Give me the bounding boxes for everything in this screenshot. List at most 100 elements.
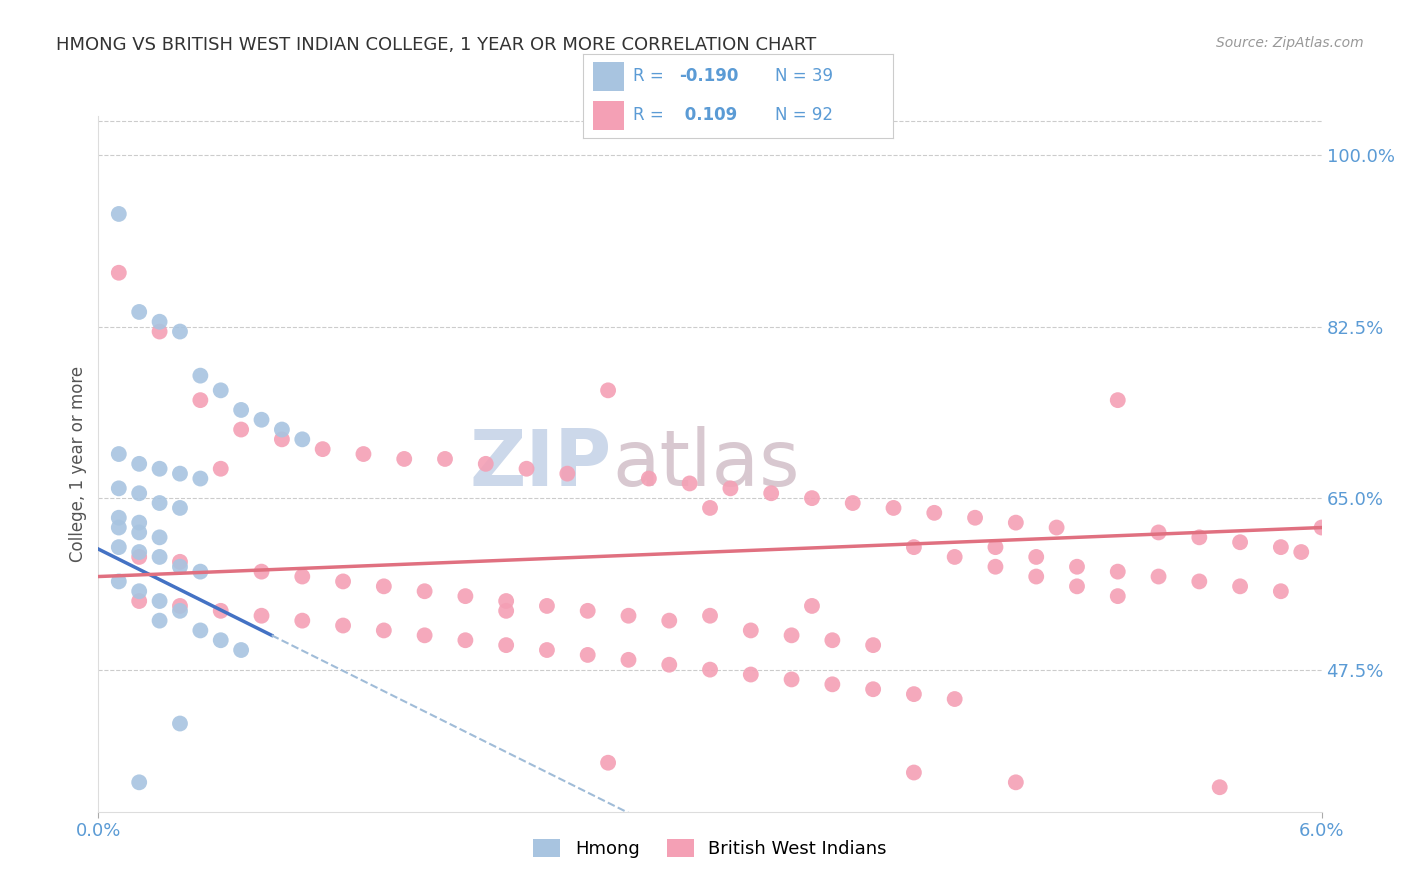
Point bbox=[821, 633, 844, 648]
Point bbox=[984, 559, 1007, 574]
Point bbox=[1188, 574, 1211, 589]
Point bbox=[373, 579, 395, 593]
Point bbox=[454, 589, 477, 603]
Point bbox=[699, 608, 721, 623]
Text: R =: R = bbox=[633, 106, 669, 124]
Point bbox=[108, 574, 131, 589]
Point bbox=[108, 540, 131, 554]
Point bbox=[1208, 780, 1232, 795]
Point bbox=[231, 423, 253, 437]
Y-axis label: College, 1 year or more: College, 1 year or more bbox=[69, 366, 87, 562]
Point bbox=[862, 682, 884, 697]
Point bbox=[231, 643, 253, 657]
Bar bbox=[593, 62, 624, 91]
Point bbox=[149, 549, 172, 564]
Point bbox=[209, 604, 232, 618]
Point bbox=[740, 624, 762, 638]
Point bbox=[637, 471, 661, 485]
Point bbox=[169, 599, 191, 613]
Point bbox=[332, 618, 354, 632]
Point bbox=[821, 677, 844, 691]
Point bbox=[128, 545, 150, 559]
Text: N = 92: N = 92 bbox=[775, 106, 834, 124]
Point bbox=[311, 442, 335, 457]
Point bbox=[495, 604, 517, 618]
Point bbox=[576, 648, 599, 662]
Point bbox=[903, 765, 925, 780]
Point bbox=[128, 525, 150, 540]
Text: Source: ZipAtlas.com: Source: ZipAtlas.com bbox=[1216, 36, 1364, 50]
Point bbox=[922, 506, 945, 520]
Point bbox=[555, 467, 579, 481]
Point bbox=[270, 423, 292, 437]
Point bbox=[1025, 569, 1047, 583]
Text: R =: R = bbox=[633, 68, 669, 86]
Point bbox=[128, 549, 150, 564]
Point bbox=[576, 604, 599, 618]
Point bbox=[169, 604, 191, 618]
Point bbox=[1045, 520, 1069, 534]
Point bbox=[352, 447, 374, 461]
Point bbox=[536, 643, 558, 657]
Point bbox=[209, 384, 232, 398]
Point bbox=[413, 584, 436, 599]
Point bbox=[536, 599, 558, 613]
Point bbox=[1270, 584, 1292, 599]
Text: atlas: atlas bbox=[612, 425, 800, 502]
Point bbox=[780, 628, 803, 642]
Point bbox=[128, 516, 150, 530]
Point bbox=[658, 614, 681, 628]
Point bbox=[1310, 520, 1333, 534]
Point bbox=[108, 207, 131, 221]
Text: -0.190: -0.190 bbox=[679, 68, 738, 86]
Point bbox=[270, 433, 292, 447]
Point bbox=[188, 565, 212, 579]
Point bbox=[128, 584, 150, 599]
Point bbox=[495, 594, 517, 608]
Point bbox=[128, 775, 150, 789]
Point bbox=[149, 496, 172, 510]
Point bbox=[984, 540, 1007, 554]
Point bbox=[474, 457, 498, 471]
Point bbox=[801, 491, 824, 505]
Point bbox=[128, 594, 150, 608]
Point bbox=[1107, 589, 1129, 603]
Text: ZIP: ZIP bbox=[470, 425, 612, 502]
Point bbox=[250, 413, 273, 427]
Bar bbox=[593, 101, 624, 130]
Point bbox=[740, 667, 762, 681]
Point bbox=[209, 461, 232, 475]
Point bbox=[1147, 569, 1170, 583]
Point bbox=[108, 266, 131, 280]
Point bbox=[1270, 540, 1292, 554]
Point bbox=[1229, 535, 1251, 549]
Point bbox=[108, 447, 131, 461]
Point bbox=[332, 574, 354, 589]
Point bbox=[250, 565, 273, 579]
Point bbox=[801, 599, 824, 613]
Point bbox=[209, 633, 232, 648]
Point bbox=[188, 471, 212, 485]
Point bbox=[169, 716, 191, 731]
Point bbox=[761, 486, 783, 500]
Point bbox=[231, 403, 253, 417]
Point bbox=[128, 305, 150, 319]
Point bbox=[169, 467, 191, 481]
Point bbox=[169, 500, 191, 515]
Point bbox=[883, 500, 905, 515]
Point bbox=[718, 481, 742, 495]
Point bbox=[943, 692, 966, 706]
Text: HMONG VS BRITISH WEST INDIAN COLLEGE, 1 YEAR OR MORE CORRELATION CHART: HMONG VS BRITISH WEST INDIAN COLLEGE, 1 … bbox=[56, 36, 817, 54]
Point bbox=[862, 638, 884, 652]
Point bbox=[188, 393, 212, 408]
Point bbox=[454, 633, 477, 648]
Point bbox=[943, 549, 966, 564]
Point bbox=[903, 687, 925, 701]
Point bbox=[495, 638, 517, 652]
Point bbox=[149, 325, 172, 339]
Point bbox=[516, 461, 538, 475]
Point bbox=[169, 559, 191, 574]
Point bbox=[841, 496, 863, 510]
Point bbox=[108, 481, 131, 495]
Point bbox=[903, 540, 925, 554]
